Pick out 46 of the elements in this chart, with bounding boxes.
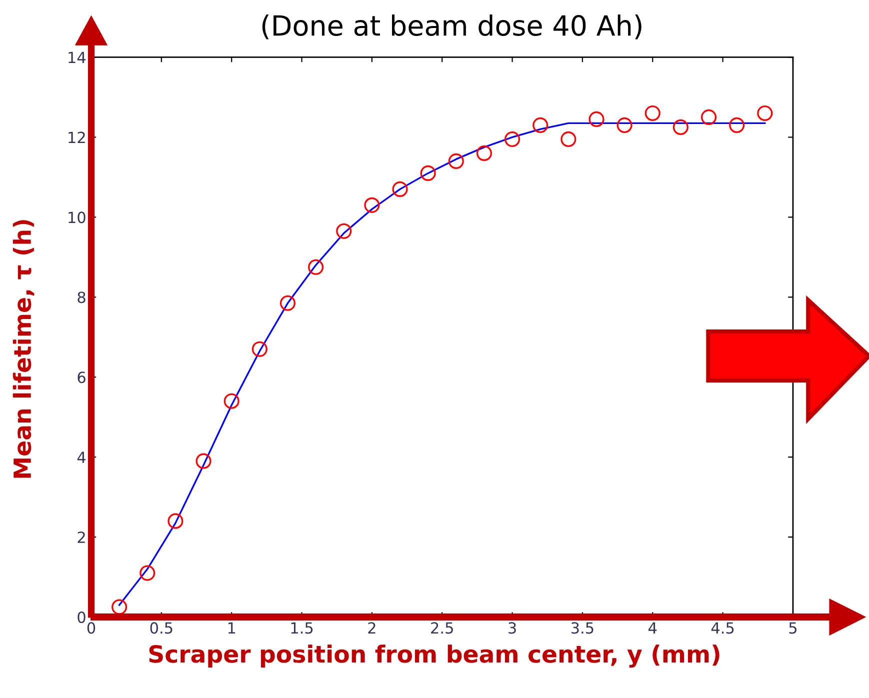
chart-title: (Done at beam dose 40 Ah)	[262, 14, 642, 40]
point	[672, 119, 688, 135]
point	[532, 117, 548, 133]
point	[644, 105, 660, 121]
y-tick-label: 14	[68, 52, 86, 64]
y-tick-label: 6	[78, 372, 86, 384]
y-tick-label: 12	[68, 132, 85, 144]
y-axis-title: Mean lifetime, τ (h)	[12, 220, 34, 478]
point	[112, 599, 128, 615]
point	[280, 295, 296, 311]
point	[336, 223, 352, 239]
x-tick-label: 2.5	[431, 622, 453, 634]
point	[364, 197, 380, 213]
x-tick-label: 3	[508, 622, 516, 634]
point	[308, 259, 324, 275]
y-tick-label: 4	[77, 452, 86, 463]
x-tick-label: 1.5	[291, 622, 313, 634]
point	[140, 565, 156, 581]
point	[224, 393, 240, 409]
x-tick-label: 5	[789, 622, 796, 634]
y-tick-label: 8	[78, 292, 86, 304]
point	[420, 165, 436, 181]
point	[757, 105, 773, 121]
point	[560, 131, 576, 147]
point	[700, 109, 717, 125]
x-axis-title: Scraper position from beam center, y (mm)	[149, 644, 720, 668]
point	[504, 131, 520, 147]
y-tick-label: 10	[68, 212, 86, 224]
point	[196, 453, 212, 469]
x-tick-label: 1	[228, 622, 236, 634]
point	[616, 117, 632, 133]
point	[392, 181, 408, 197]
point	[448, 153, 464, 169]
x-tick-label: 2	[368, 622, 376, 634]
point	[252, 341, 268, 357]
x-tick-label: 4	[648, 622, 657, 634]
point	[588, 111, 604, 127]
point	[168, 513, 184, 529]
x-tick-label: 3.5	[571, 622, 594, 634]
point	[729, 117, 745, 133]
y-tick-label: 0	[78, 611, 86, 624]
x-tick-label: 0.5	[150, 622, 172, 634]
x-tick-label: 0	[87, 622, 96, 634]
x-tick-label: 4.5	[711, 622, 734, 634]
point	[476, 145, 492, 161]
y-tick-label: 2	[78, 532, 85, 543]
